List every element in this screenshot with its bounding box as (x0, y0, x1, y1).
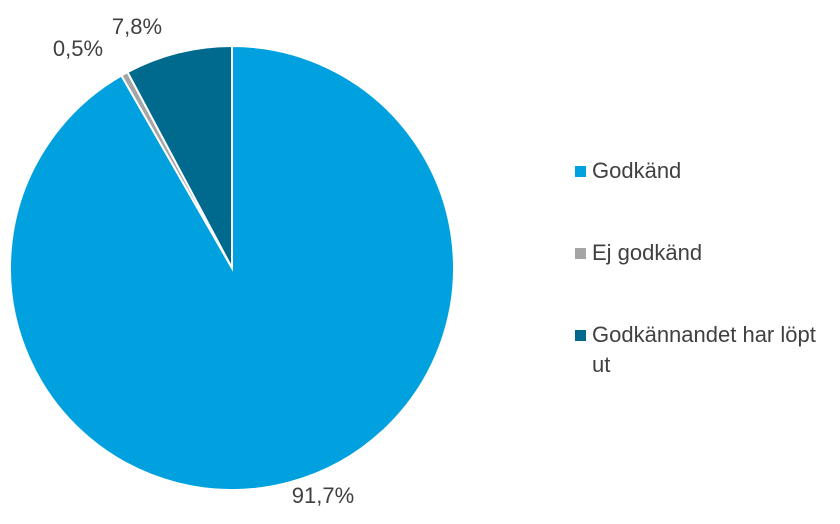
legend-label-godkand: Godkänd (592, 158, 682, 183)
chart-legend: Godkänd Ej godkänd Godkännandet har löpt… (575, 156, 837, 432)
pie-slice-godkannandet-har-lopt-ut (126, 44, 233, 269)
pie-slices (9, 44, 455, 491)
legend-swatch-godkand (575, 166, 586, 177)
legend-item-godkand: Godkänd (575, 156, 837, 186)
legend-swatch-ej-godkand (575, 248, 586, 259)
legend-item-godkannandet-har-lopt-ut: Godkännandet har löpt ut (575, 320, 837, 380)
legend-item-ej-godkand: Ej godkänd (575, 238, 837, 268)
data-label-ej-godkand: 0,5% (53, 36, 103, 61)
data-label-godkannandet-har-lopt-ut: 7,8% (112, 14, 162, 39)
pie-data-labels: 91,7% 0,5% 7,8% (53, 14, 354, 508)
legend-label-ej-godkand: Ej godkänd (592, 240, 703, 265)
data-label-godkand: 91,7% (292, 483, 354, 508)
legend-swatch-godkannandet-har-lopt-ut (575, 330, 586, 341)
legend-label-godkannandet-har-lopt-ut: Godkännandet har löpt ut (592, 322, 816, 377)
